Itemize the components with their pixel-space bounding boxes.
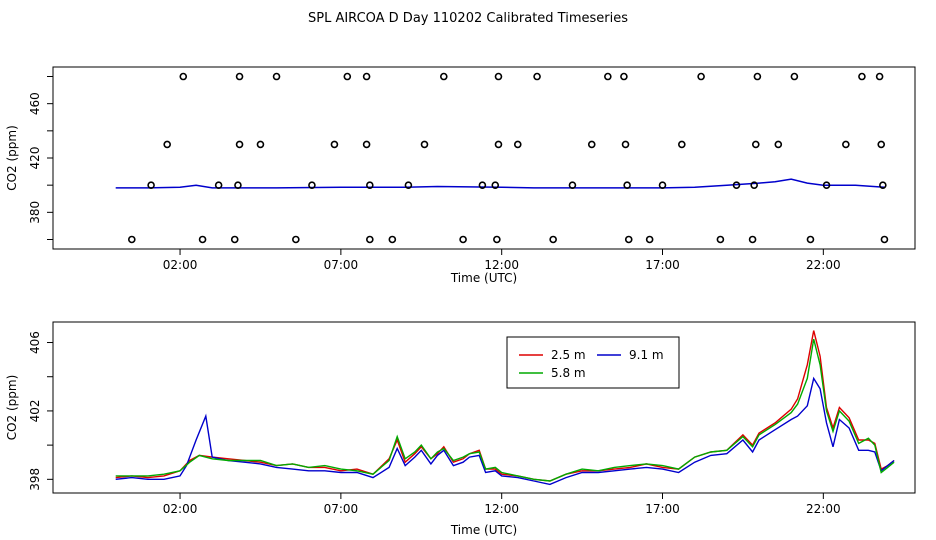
data-point xyxy=(513,140,522,149)
data-point xyxy=(623,181,631,189)
legend: 2.5 m 9.1 m 5.8 m xyxy=(506,336,680,389)
y-tick-label: 380 xyxy=(28,201,42,224)
data-point xyxy=(478,181,487,189)
data-point xyxy=(822,181,831,189)
data-point xyxy=(658,181,667,189)
x-tick-label: 07:00 xyxy=(324,258,359,272)
data-point xyxy=(549,235,557,244)
data-point xyxy=(256,140,265,149)
data-point xyxy=(362,140,371,149)
legend-frame xyxy=(506,336,680,389)
data-point xyxy=(272,72,281,81)
data-point xyxy=(235,140,244,149)
legend-label: 9.1 m xyxy=(629,348,664,362)
series-line-2-5-m xyxy=(115,330,895,482)
data-point xyxy=(620,72,628,81)
data-point xyxy=(875,72,884,81)
series-line xyxy=(115,178,885,189)
data-point xyxy=(716,235,725,244)
x-tick-label: 12:00 xyxy=(484,502,519,516)
data-point xyxy=(624,235,633,244)
data-point xyxy=(732,181,741,189)
data-point xyxy=(533,72,541,81)
data-point xyxy=(343,72,352,81)
x-tick-label: 12:00 xyxy=(484,258,519,272)
data-point xyxy=(292,235,300,244)
legend-label: 5.8 m xyxy=(551,366,586,380)
data-point xyxy=(179,72,188,81)
data-point xyxy=(128,235,136,244)
x-axis-label: Time (UTC) xyxy=(450,523,517,537)
data-point xyxy=(753,72,762,81)
data-point xyxy=(879,181,887,189)
data-point xyxy=(877,140,886,149)
data-point xyxy=(214,181,223,189)
data-point xyxy=(678,140,686,149)
data-point xyxy=(366,181,374,189)
y-tick-label: 406 xyxy=(28,331,42,354)
y-tick-label: 402 xyxy=(28,399,42,422)
data-point xyxy=(494,72,503,81)
data-point xyxy=(604,72,612,81)
x-tick-label: 17:00 xyxy=(645,502,680,516)
data-point xyxy=(774,140,783,149)
data-point xyxy=(858,72,866,81)
data-point xyxy=(439,72,448,81)
y-axis-label: CO2 (ppm) xyxy=(5,375,19,441)
series-line-5-8-m xyxy=(115,338,895,482)
data-point xyxy=(621,140,630,149)
data-point xyxy=(880,235,889,244)
data-point xyxy=(697,72,705,81)
data-point xyxy=(493,235,501,244)
data-point xyxy=(308,181,316,189)
figure-title: SPL AIRCOA D Day 110202 Calibrated Times… xyxy=(308,11,628,26)
data-point xyxy=(491,181,500,189)
data-point xyxy=(587,140,596,149)
data-point xyxy=(842,140,850,149)
data-point xyxy=(420,140,429,149)
x-tick-label: 22:00 xyxy=(806,502,841,516)
y-tick-label: 398 xyxy=(28,468,42,491)
data-point xyxy=(388,235,397,244)
data-point xyxy=(235,72,244,81)
data-point xyxy=(806,235,815,244)
panel-1: 02:00 07:00 12:00 17:00 22:00 380 420 460 Time (… xyxy=(5,66,916,285)
plot-frame xyxy=(52,66,916,250)
series-line-9-1-m xyxy=(115,376,895,486)
data-point xyxy=(366,235,374,244)
plot-frame xyxy=(52,321,916,494)
data-point xyxy=(230,235,239,244)
x-tick-label: 22:00 xyxy=(806,258,841,272)
x-tick-label: 07:00 xyxy=(324,502,359,516)
y-tick-label: 460 xyxy=(28,92,42,115)
data-point xyxy=(459,235,467,244)
data-point xyxy=(790,72,799,81)
panel-2: 02:00 07:00 12:00 17:00 22:00 398 402 406 Time (… xyxy=(5,321,916,537)
data-point xyxy=(198,235,207,244)
data-point xyxy=(163,140,171,149)
data-point xyxy=(494,140,503,149)
data-point xyxy=(748,235,757,244)
data-point xyxy=(568,181,577,189)
y-tick-label: 420 xyxy=(28,147,42,170)
data-point xyxy=(404,181,413,189)
x-tick-label: 17:00 xyxy=(645,258,680,272)
data-point xyxy=(147,181,155,189)
x-tick-label: 02:00 xyxy=(163,258,198,272)
data-point xyxy=(751,140,760,149)
data-point xyxy=(362,72,371,81)
x-axis-label: Time (UTC) xyxy=(450,271,517,285)
data-point xyxy=(750,181,758,189)
x-tick-label: 02:00 xyxy=(163,502,198,516)
data-point xyxy=(645,235,654,244)
data-point xyxy=(330,140,339,149)
data-point xyxy=(234,181,242,189)
y-axis-label: CO2 (ppm) xyxy=(5,125,19,191)
legend-label: 2.5 m xyxy=(551,348,586,362)
